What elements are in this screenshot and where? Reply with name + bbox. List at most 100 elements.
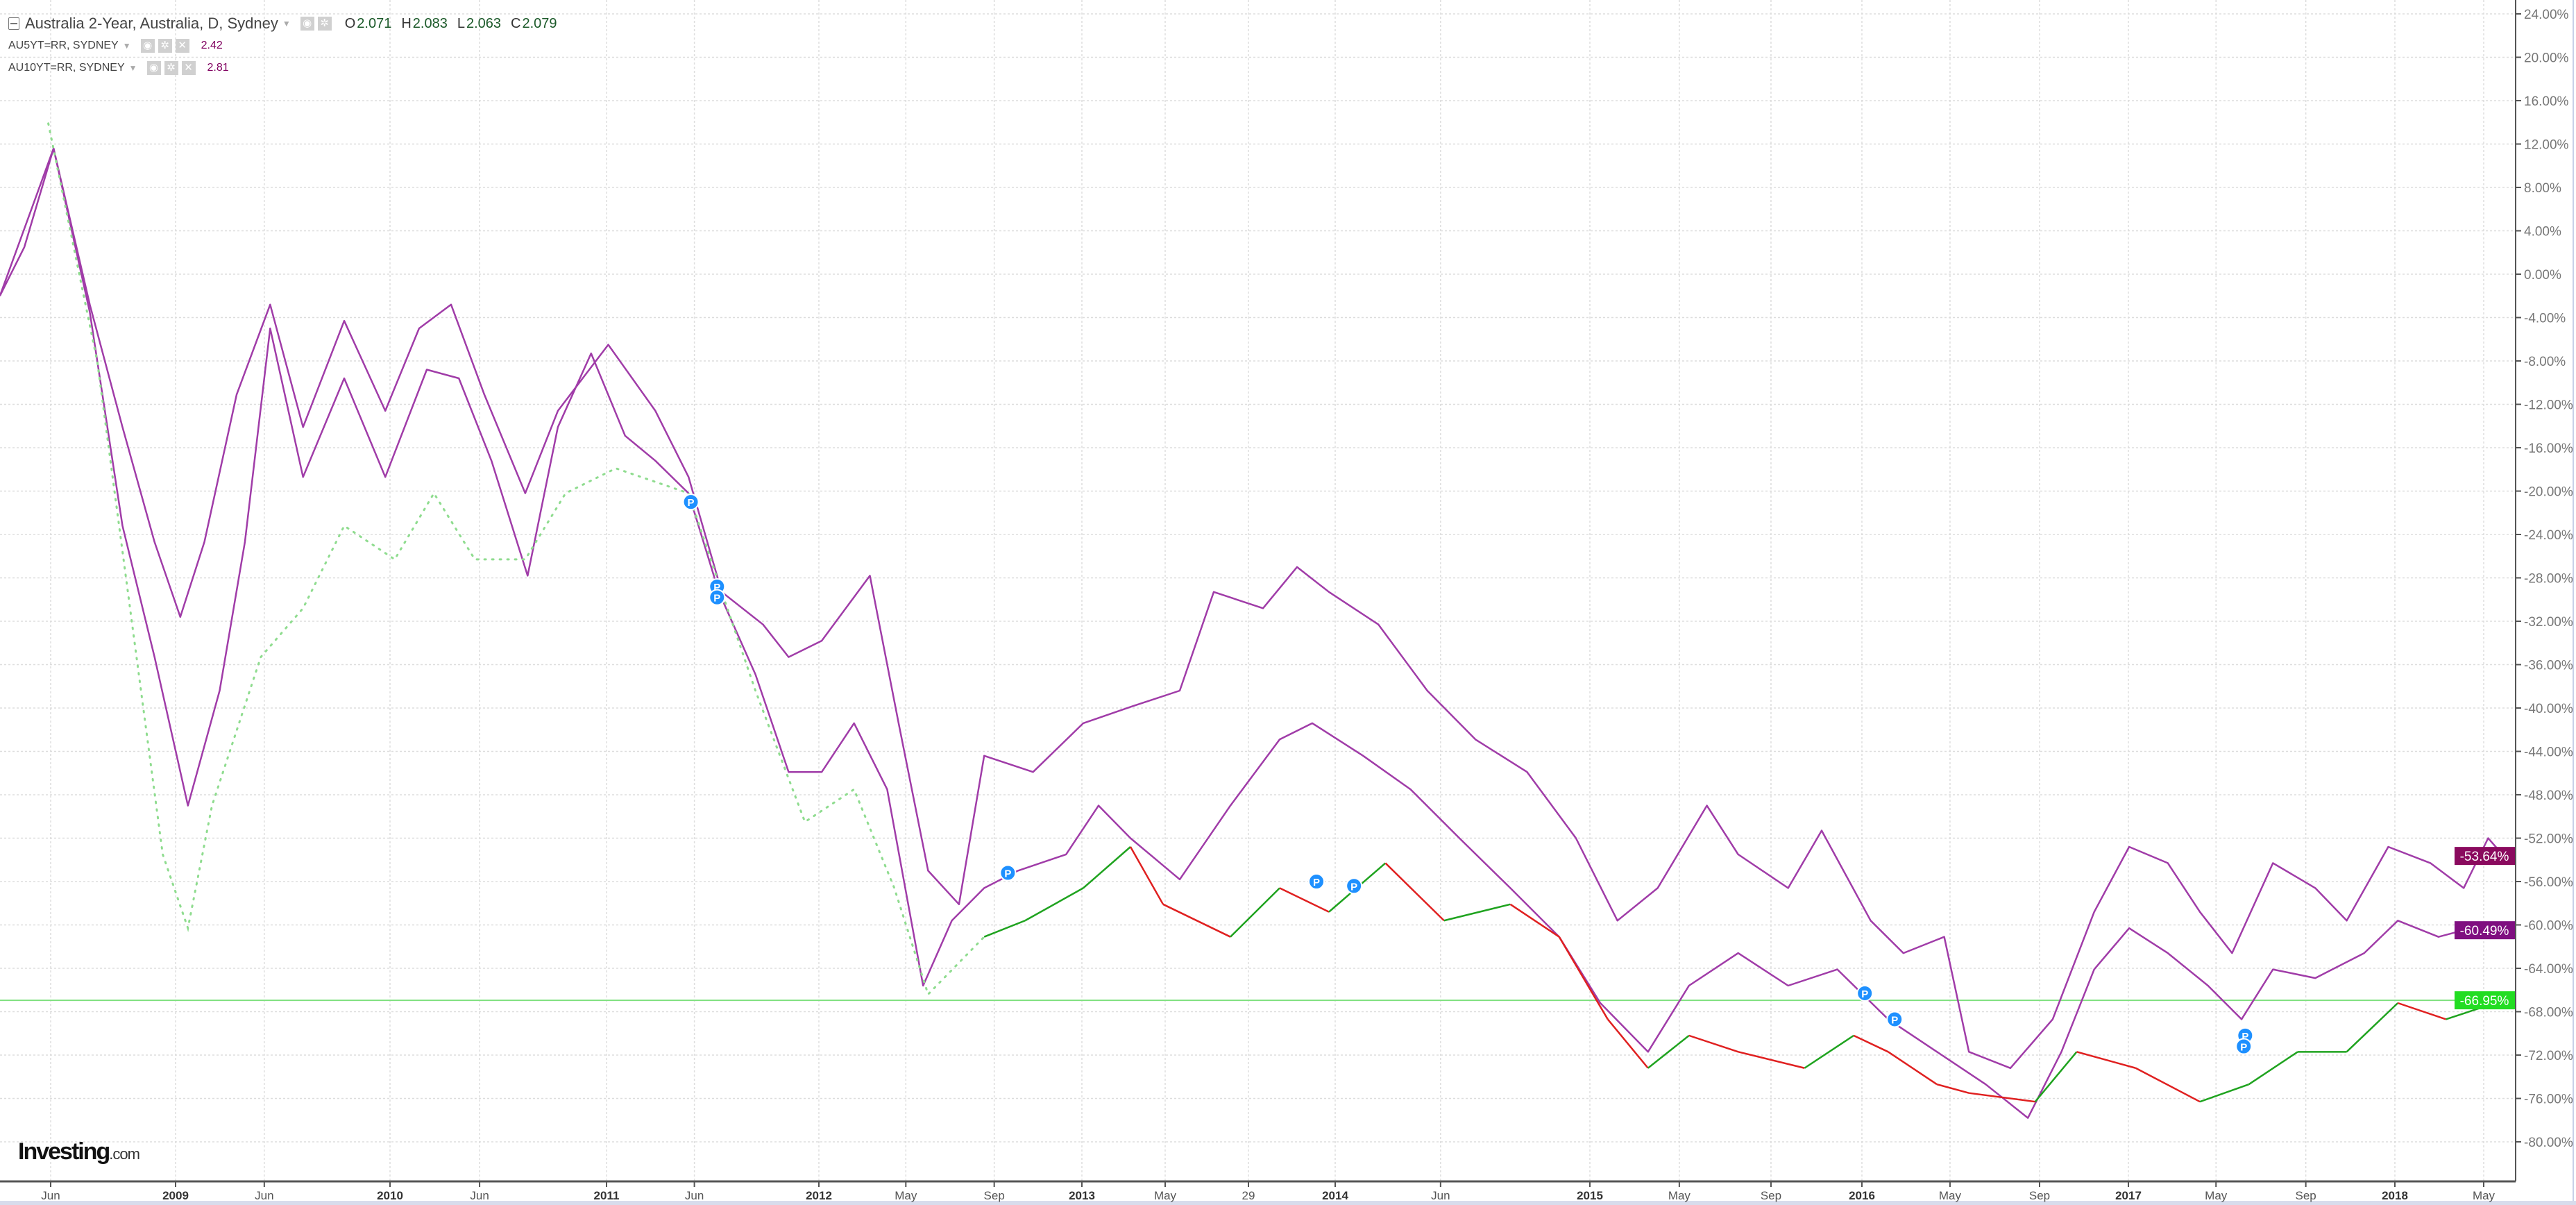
au2y-candle-segment <box>1558 936 1609 1020</box>
y-tick-label: -60.00% <box>2524 919 2573 934</box>
y-tick-label: 20.00% <box>2524 51 2569 66</box>
au2y-candle-segment <box>2135 1067 2201 1103</box>
y-tick-label: -44.00% <box>2524 745 2573 760</box>
gear-icon[interactable]: ✲ <box>317 17 332 31</box>
event-marker-label: P <box>1004 868 1011 880</box>
x-tick-label: Jun <box>1431 1189 1450 1202</box>
event-marker-circle[interactable] <box>999 864 1017 882</box>
eye-icon[interactable]: ◉ <box>300 17 314 31</box>
y-tick-label: -4.00% <box>2524 312 2566 326</box>
event-marker-circle[interactable] <box>709 589 726 606</box>
y-tick-label: -16.00% <box>2524 441 2573 456</box>
x-tick-label: 2010 <box>377 1189 403 1202</box>
y-tick-label: -32.00% <box>2524 615 2573 630</box>
au2y-candle-segment <box>983 920 1026 938</box>
x-tick-label: Sep <box>984 1189 1005 1202</box>
y-tick-label: -80.00% <box>2524 1136 2573 1150</box>
legend: Australia 2-Year, Australia, D, Sydney ▼… <box>8 12 557 79</box>
ohlc-high: H 2.083 <box>401 15 448 31</box>
x-tick-label: 2017 <box>2115 1189 2142 1202</box>
caret-down-icon[interactable]: ▼ <box>128 63 137 73</box>
au2y-candle-segment <box>1936 1083 1969 1094</box>
event-marker-label: P <box>688 497 695 509</box>
y-tick-label: -56.00% <box>2524 875 2573 890</box>
close-icon[interactable]: ✕ <box>181 61 196 75</box>
au2y-candle-segment <box>1888 1051 1938 1086</box>
gear-icon[interactable]: ✲ <box>158 39 172 53</box>
x-tick-label: May <box>1154 1189 1177 1202</box>
x-tick-label: Sep <box>2296 1189 2316 1202</box>
ohlc-low: L 2.063 <box>457 15 502 31</box>
caret-down-icon[interactable]: ▼ <box>282 19 291 28</box>
event-marker-icon[interactable]: P <box>709 589 726 606</box>
event-marker-circle[interactable] <box>2235 1038 2253 1055</box>
au5y-series-line <box>0 147 2504 1119</box>
event-marker-icon[interactable]: P <box>999 864 1017 882</box>
event-marker-label: P <box>713 582 720 593</box>
main-series-title[interactable]: Australia 2-Year, Australia, D, Sydney <box>25 15 278 32</box>
y-tick-label: 4.00% <box>2524 225 2561 239</box>
au2y-candle-segment <box>1738 1051 1805 1069</box>
au2y-candle-segment <box>1279 887 1330 913</box>
y-tick-label: -40.00% <box>2524 702 2573 716</box>
au2y-candle-segment <box>1384 862 1445 922</box>
y-tick-label: -52.00% <box>2524 832 2573 847</box>
grid <box>0 0 2516 1181</box>
x-tick-label: 2018 <box>2382 1189 2408 1202</box>
y-tick-label: -64.00% <box>2524 962 2573 977</box>
y-tick-label: 24.00% <box>2524 8 2569 22</box>
x-axis[interactable]: Jun 2009 Jun 2010 Jun 2011 Jun 2012 May Sep 2013 Ma… <box>41 1181 2496 1202</box>
caret-down-icon[interactable]: ▼ <box>122 41 131 51</box>
close-icon[interactable]: ✕ <box>175 39 189 53</box>
x-tick-label: 2015 <box>1577 1189 1603 1202</box>
collapse-icon[interactable] <box>8 17 19 30</box>
series-group <box>0 122 2505 1119</box>
event-marker-icon[interactable]: P <box>2235 1038 2253 1055</box>
overlay-title[interactable]: AU10YT=RR, SYDNEY <box>8 62 125 74</box>
eye-icon[interactable]: ◉ <box>146 61 161 75</box>
x-tick-label: 2009 <box>162 1189 189 1202</box>
y-tick-label: -20.00% <box>2524 485 2573 500</box>
event-marker-circle[interactable] <box>1346 877 1363 895</box>
event-marker-circle[interactable] <box>1308 873 1325 890</box>
event-marker-icon[interactable]: P <box>682 494 700 511</box>
x-tick-label: May <box>2205 1189 2228 1202</box>
event-marker-icon[interactable]: P <box>1856 984 1874 1002</box>
x-tick-label: 2011 <box>594 1189 620 1202</box>
event-marker-icon[interactable]: P <box>1308 873 1325 890</box>
y-tick-label: 0.00% <box>2524 268 2561 283</box>
y-tick-label: -48.00% <box>2524 789 2573 803</box>
overlay-title[interactable]: AU5YT=RR, SYDNEY <box>8 40 119 51</box>
investing-logo[interactable]: Investing.com <box>18 1138 140 1165</box>
y-tick-label: -72.00% <box>2524 1049 2573 1063</box>
eye-icon[interactable]: ◉ <box>140 39 155 53</box>
x-tick-label: May <box>1939 1189 1962 1202</box>
x-tick-label: Sep <box>1761 1189 1781 1202</box>
event-marker-label: P <box>1891 1014 1898 1026</box>
au2y-candle-segment <box>1804 1034 1854 1069</box>
x-tick-label: Jun <box>470 1189 489 1202</box>
event-marker-circle[interactable] <box>682 494 700 511</box>
y-tick-label: -24.00% <box>2524 528 2573 543</box>
au2y-candle-segment <box>2397 1002 2447 1020</box>
gear-icon[interactable]: ✲ <box>164 61 178 75</box>
au2y-candle-segment <box>1230 887 1280 938</box>
au2y-candle-segment <box>1509 903 1560 938</box>
au2y-candle-segment <box>1129 846 1164 905</box>
au2y-candle-segment <box>1024 887 1084 922</box>
event-marker-circle[interactable] <box>1886 1011 1904 1028</box>
x-tick-label: 2012 <box>806 1189 832 1202</box>
event-marker-circle[interactable] <box>1856 984 1874 1002</box>
event-marker-icon[interactable]: P <box>1886 1011 1904 1028</box>
au2y-candle-segment <box>1083 846 1131 889</box>
event-marker-icon[interactable]: P <box>1346 877 1363 895</box>
au2y-candle-segment <box>1443 903 1511 922</box>
event-marker-label: P <box>1861 988 1868 1000</box>
y-axis[interactable]: 24.00% 20.00% 16.00% 12.00% 8.00% 4.00% 0.00% -… <box>2516 8 2573 1150</box>
au2y-candle-segment <box>2248 1051 2298 1086</box>
x-tick-label: 29 <box>1242 1189 1255 1202</box>
x-tick-label: Jun <box>41 1189 60 1202</box>
